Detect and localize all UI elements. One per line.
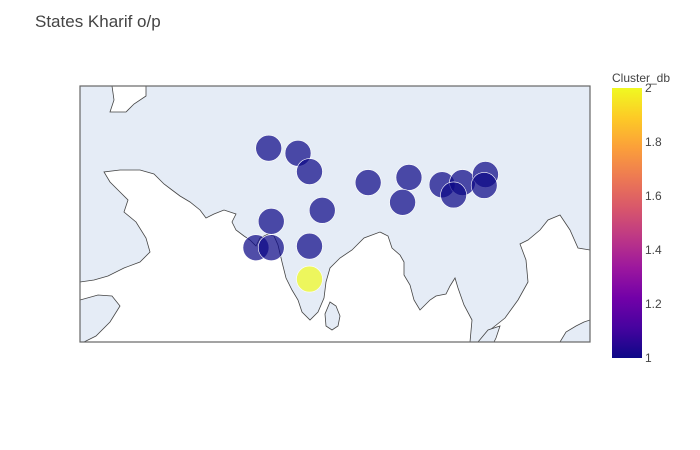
map-point[interactable] xyxy=(296,158,323,185)
colorbar-tick-label: 1.2 xyxy=(645,297,662,311)
colorbar-tick-label: 1.6 xyxy=(645,189,662,203)
map-point[interactable] xyxy=(395,164,423,191)
map-point[interactable] xyxy=(389,188,416,216)
map-area xyxy=(80,86,590,342)
map-point[interactable] xyxy=(470,172,498,199)
colorbar-title: Cluster_db xyxy=(612,71,671,85)
map-point[interactable] xyxy=(255,134,283,162)
map-point[interactable] xyxy=(257,208,285,235)
map-point[interactable] xyxy=(440,181,467,209)
map-point[interactable] xyxy=(308,197,336,224)
colorbar-tick-label: 1.4 xyxy=(645,243,662,257)
colorbar-tick-label: 1.8 xyxy=(645,135,662,149)
map-frame xyxy=(79,85,591,343)
points-layer xyxy=(242,134,499,293)
colorbar-tick-label: 2 xyxy=(645,81,652,95)
borneo-landmass xyxy=(559,319,590,342)
sumatra-landmass xyxy=(477,325,501,342)
colorbar-gradient xyxy=(612,88,642,358)
map-point[interactable] xyxy=(257,234,285,261)
arabian-landmass xyxy=(80,294,121,342)
map-title: States Kharif o/p xyxy=(35,12,161,31)
map-point[interactable] xyxy=(354,169,382,196)
map-point[interactable] xyxy=(296,265,323,293)
inland-water xyxy=(109,86,147,113)
map-point[interactable] xyxy=(296,232,323,260)
sri-lanka xyxy=(324,301,341,331)
colorbar-tick-label: 1 xyxy=(645,351,652,365)
